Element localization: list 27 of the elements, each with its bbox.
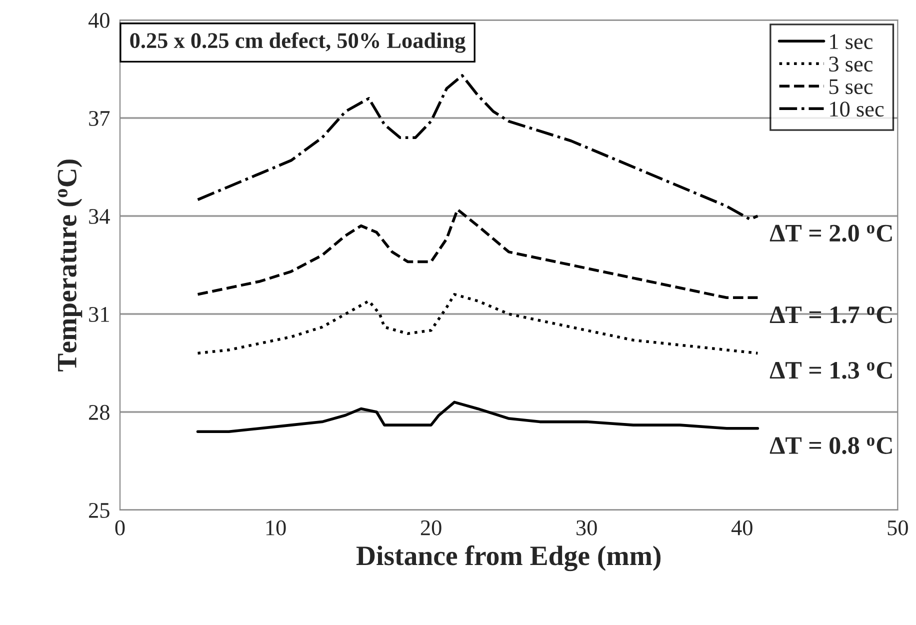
y-tick-label: 40 (88, 12, 110, 28)
line-series (196, 293, 760, 355)
legend-label: 1 sec (830, 34, 873, 50)
annotation: 0.25 x 0.25 cm defect, 50% Loading (130, 32, 466, 53)
line-series (196, 74, 760, 221)
x-tick-label: 10 (266, 520, 286, 536)
line-series (196, 208, 760, 300)
y-tick-label: 34 (89, 208, 110, 224)
x-tick-label: 40 (731, 520, 752, 536)
y-tick-label: 37 (89, 110, 110, 126)
x-tick-label: 20 (420, 520, 442, 536)
legend-label: 3 sec (829, 56, 873, 72)
y-axis-title: Temperature ($^{o}$C) (56, 160, 82, 372)
x-tick-label: 50 (888, 520, 908, 536)
annotation: ΔT = 2.0 $^{o}$C (770, 224, 892, 242)
annotation: ΔT = 0.8 $^{o}$C (770, 437, 892, 454)
y-tick-label: 28 (89, 404, 110, 420)
legend-label: 5 sec (829, 79, 873, 94)
line-series (196, 400, 760, 433)
y-tick-label: 25 (89, 502, 110, 518)
y-tick-label: 31 (89, 306, 109, 322)
legend-label: 10 sec (830, 102, 884, 117)
annotation: ΔT = 1.7 $^{o}$C (770, 306, 892, 324)
x-axis-title: Distance from Edge (mm) (356, 545, 660, 572)
x-tick-label: 30 (576, 520, 597, 536)
annotation: ΔT = 1.3 $^{o}$C (770, 362, 892, 379)
x-tick-label: 0 (115, 520, 125, 536)
